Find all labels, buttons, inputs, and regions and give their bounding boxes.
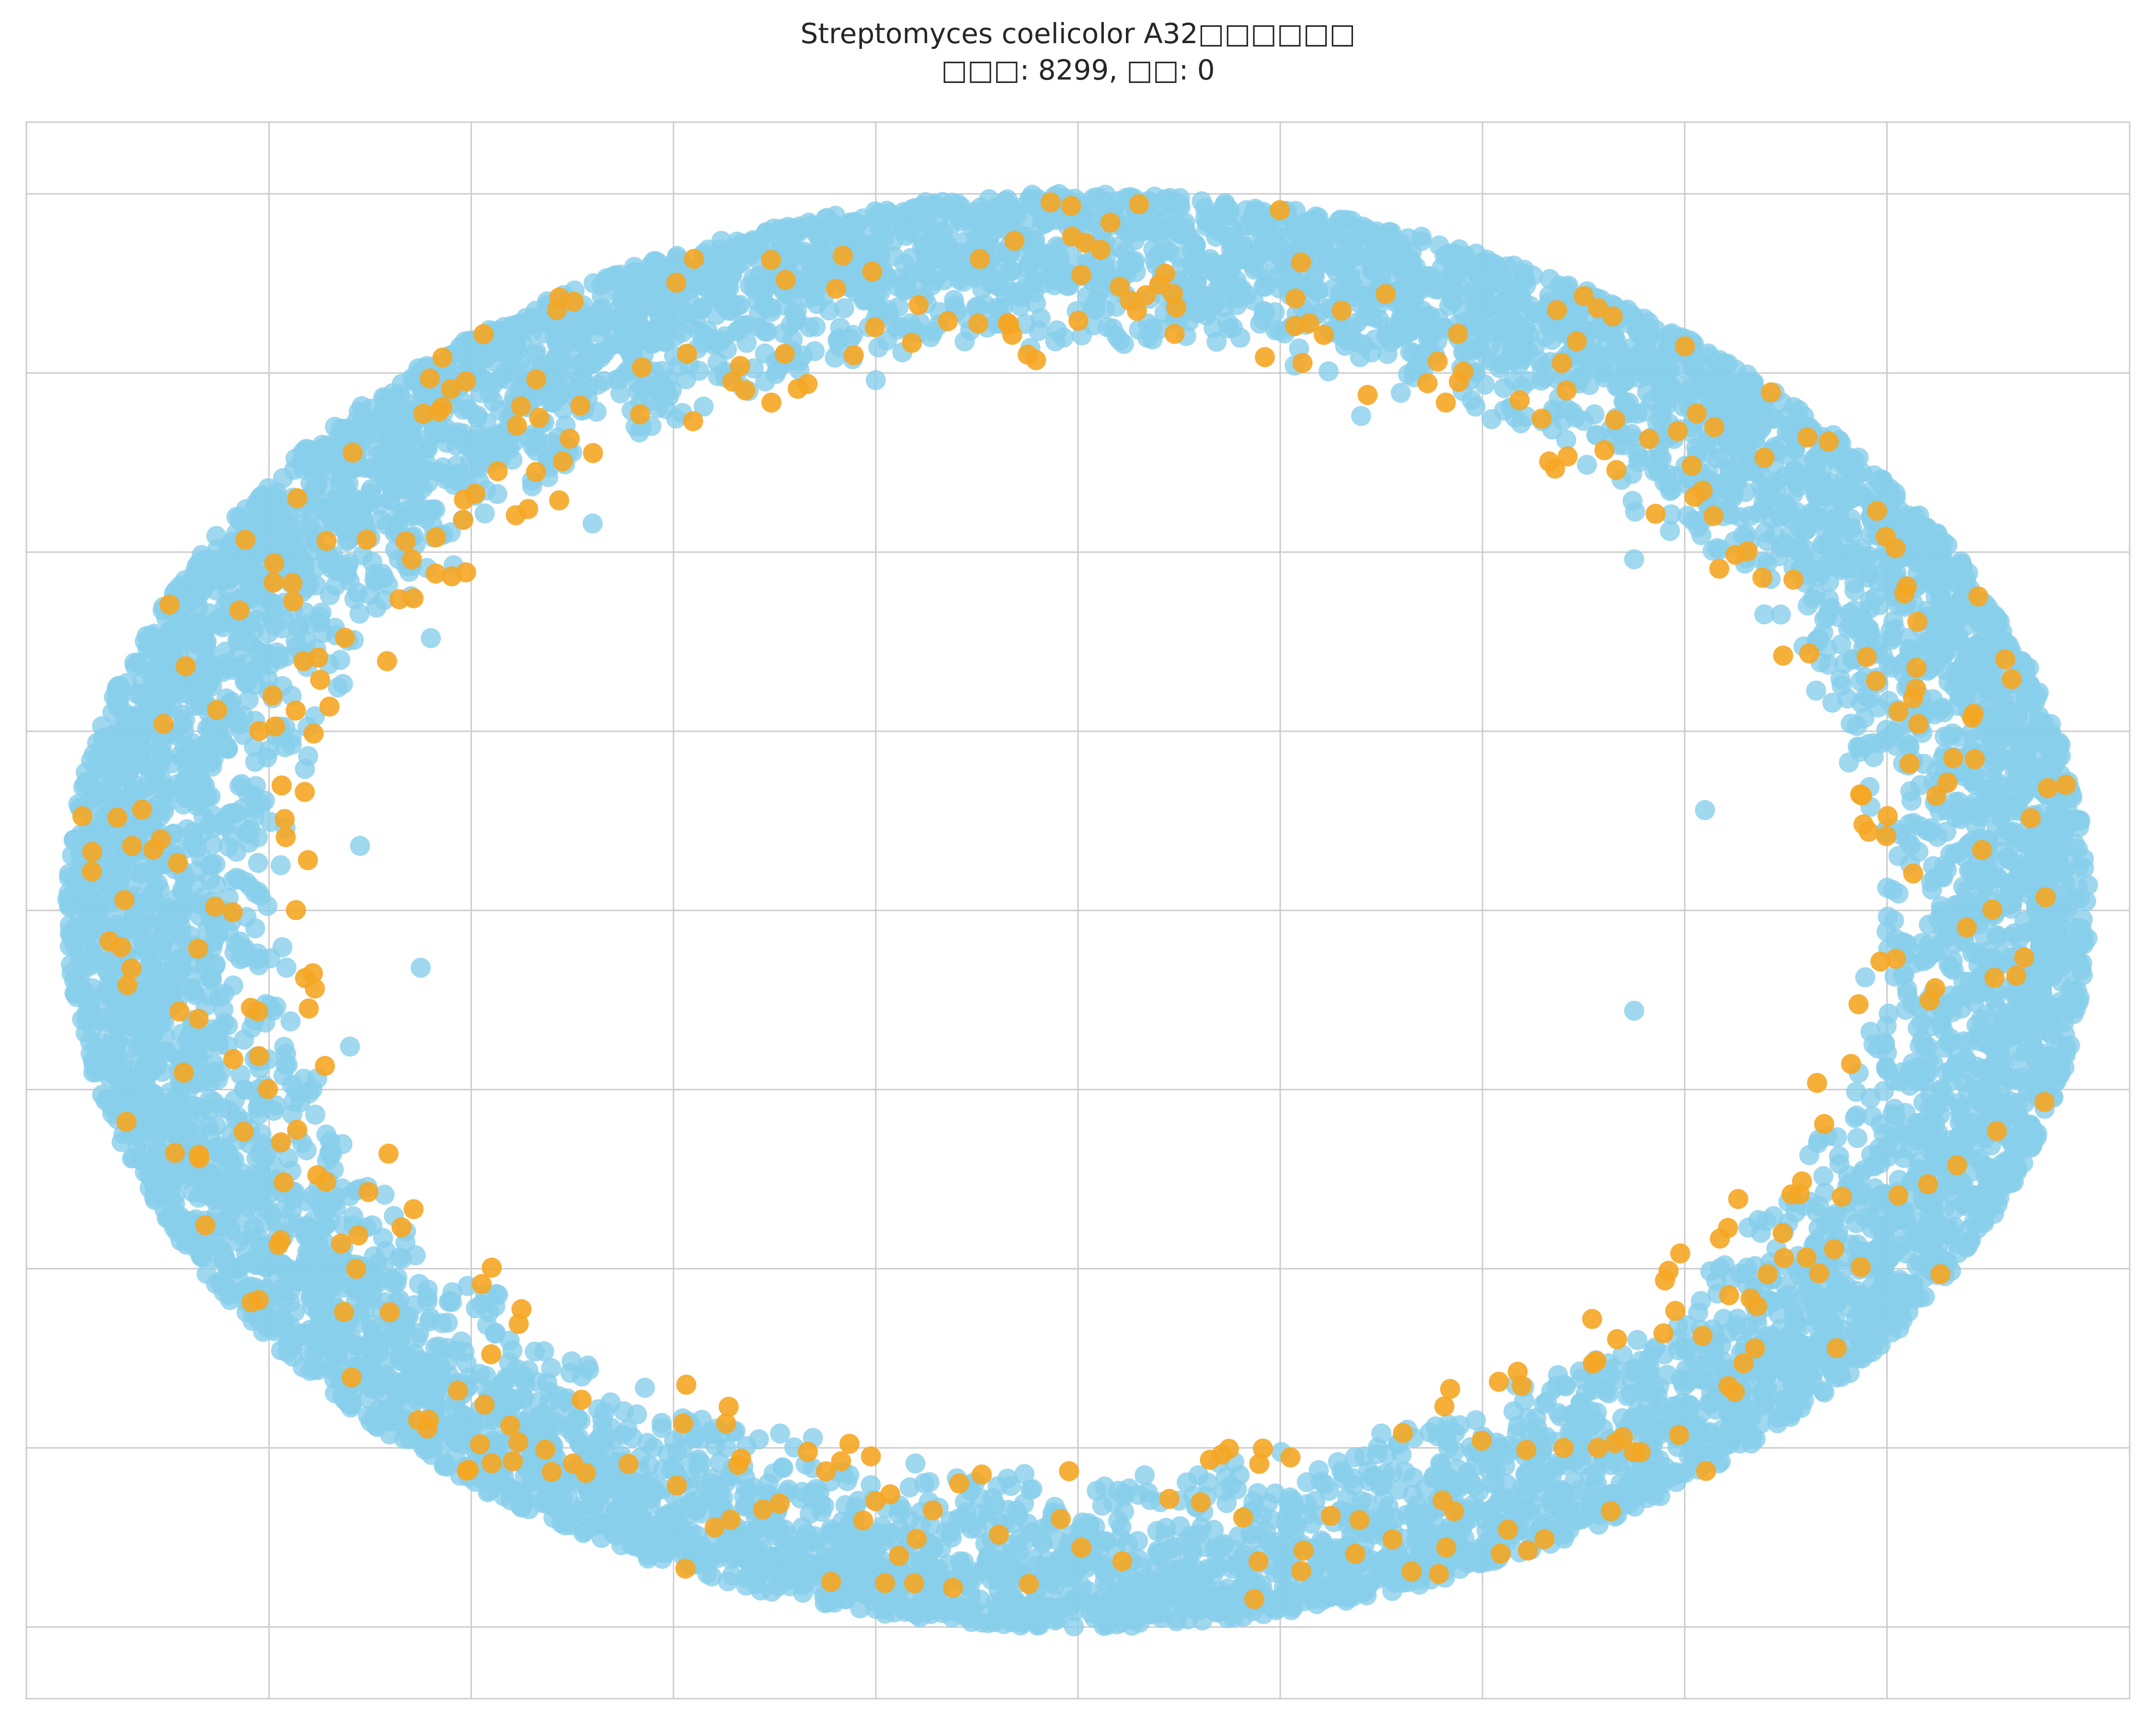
node-point: [1877, 877, 1897, 898]
chart-subtitle: □□□: 8299, □□: 0: [941, 54, 1215, 86]
node-point: [296, 1140, 317, 1161]
node-point: [1847, 736, 1868, 757]
node-point: [1806, 680, 1826, 701]
node-point: [280, 1011, 301, 1032]
node-point: [264, 1101, 284, 1121]
node-point: [1660, 521, 1680, 541]
node-point: [1844, 600, 1865, 621]
node-point: [954, 331, 975, 352]
data-points: [57, 184, 2099, 1636]
node-point: [584, 273, 604, 294]
node-point: [1910, 775, 1931, 795]
node-point: [305, 1104, 325, 1125]
node-point: [1403, 342, 1423, 363]
node-point: [1942, 723, 1963, 744]
node-point: [224, 943, 245, 963]
node-point: [1429, 235, 1449, 256]
node-point: [1936, 821, 1957, 842]
node-point: [655, 399, 676, 419]
node-point: [1903, 813, 1924, 833]
node-point: [919, 230, 940, 251]
node-point: [1850, 671, 1871, 691]
node-point: [330, 650, 351, 670]
node-point: [249, 955, 269, 976]
node-point: [629, 422, 650, 443]
node-point: [474, 503, 495, 524]
node-point: [1830, 669, 1851, 690]
node-point: [1622, 491, 1643, 511]
node-point: [254, 1181, 275, 1201]
node-point: [1250, 313, 1270, 334]
node-point: [1801, 502, 1822, 523]
node-point: [2076, 891, 2097, 911]
node-point: [828, 328, 849, 349]
node-point: [1584, 404, 1605, 425]
node-point: [1677, 506, 1698, 526]
node-point: [1916, 552, 1937, 573]
node-point: [328, 677, 348, 698]
node-point: [1905, 506, 1926, 527]
node-point: [1539, 269, 1560, 289]
node-point: [349, 603, 370, 624]
node-point: [1494, 378, 1514, 398]
node-point: [1129, 320, 1149, 340]
node-point: [1661, 504, 1681, 525]
node-point: [1707, 538, 1727, 558]
node-point: [1883, 611, 1904, 632]
node-point: [1950, 551, 1971, 572]
node-point: [807, 294, 827, 314]
node-point: [1733, 525, 1754, 546]
node-point: [2078, 875, 2099, 895]
node-point: [1971, 859, 1991, 879]
node-point: [270, 855, 291, 875]
node-point: [825, 347, 845, 368]
node-point: [1481, 409, 1502, 429]
node-point: [1779, 415, 1800, 436]
node-point: [1020, 253, 1040, 274]
node-point: [1986, 868, 2007, 889]
node-point: [747, 291, 768, 312]
node-point: [189, 694, 209, 715]
node-point: [218, 836, 239, 857]
node-point: [2074, 849, 2094, 869]
node-point: [1390, 382, 1411, 403]
node-point: [1822, 692, 1843, 713]
node-point: [1754, 604, 1775, 625]
node-point: [1944, 792, 1965, 812]
node-point: [183, 1182, 203, 1203]
node-point: [628, 381, 649, 402]
node-point: [1840, 713, 1861, 734]
node-point: [1740, 506, 1761, 526]
node-point: [1047, 320, 1067, 341]
node-point: [1411, 227, 1432, 247]
node-point: [276, 957, 297, 978]
node-point: [295, 759, 315, 779]
node-point: [805, 316, 826, 337]
node-point: [245, 751, 265, 772]
node-point: [1880, 726, 1901, 747]
node-point: [1577, 455, 1597, 475]
node-point: [257, 896, 278, 916]
node-point: [1192, 191, 1212, 212]
node-point: [1318, 361, 1339, 381]
node-point: [201, 1071, 221, 1092]
node-point: [245, 918, 265, 939]
chart-title: Streptomyces coelicolor A32□□□□□□: [800, 17, 1356, 50]
node-point: [868, 337, 889, 357]
node-point: [1753, 552, 1774, 572]
node-point: [780, 314, 801, 335]
node-point: [248, 852, 268, 873]
node-point: [1770, 604, 1791, 625]
node-point: [610, 383, 631, 403]
node-point: [483, 391, 504, 412]
